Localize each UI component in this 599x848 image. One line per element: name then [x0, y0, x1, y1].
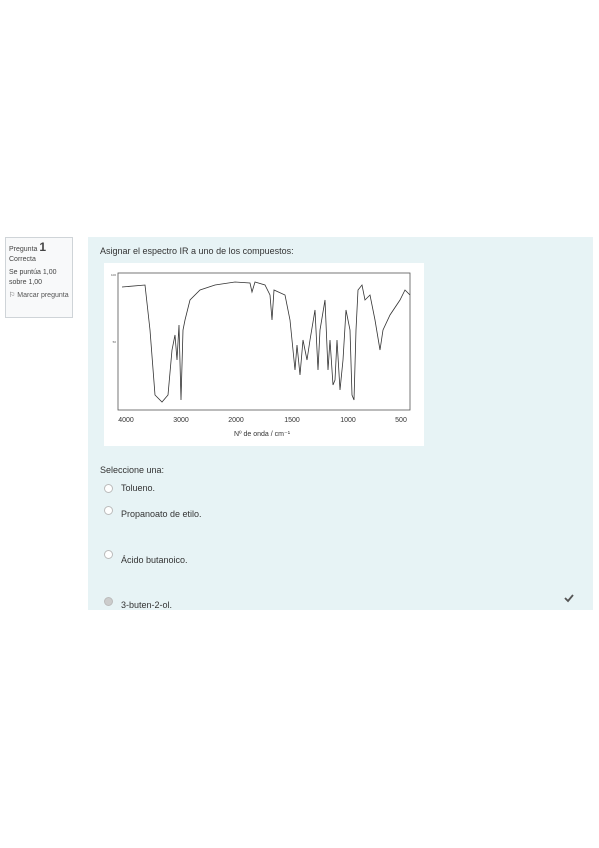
- y-tick-label: 50: [113, 340, 117, 344]
- image-bg: [104, 263, 424, 446]
- spectrum-curve: [121, 281, 411, 403]
- x-tick-label: 500: [395, 417, 407, 424]
- x-axis-label: Nº de onda / cm⁻¹: [234, 431, 291, 438]
- radio[interactable]: [104, 550, 113, 559]
- question-number: 1: [39, 240, 47, 254]
- option-label: Propanoato de etilo.: [121, 509, 202, 519]
- question-info: Pregunta 1 Correcta Se puntúa 1,00 sobre…: [5, 237, 73, 318]
- y-tick-label: 100: [111, 273, 116, 277]
- radio[interactable]: [104, 484, 113, 493]
- x-tick-label: 3000: [173, 417, 189, 424]
- radio[interactable]: [104, 506, 113, 515]
- option-label: Ácido butanoico.: [121, 555, 188, 565]
- question-text: Asignar el espectro IR a uno de los comp…: [100, 246, 294, 256]
- plot-frame: [117, 272, 411, 411]
- question-state: Correcta: [9, 256, 36, 263]
- x-tick-label: 1000: [340, 417, 356, 424]
- option-label: 3-buten-2-ol.: [121, 600, 173, 610]
- question-label: Pregunta: [9, 246, 38, 253]
- flag-label: Marcar pregunta: [17, 292, 69, 299]
- option-label: Tolueno.: [121, 483, 156, 493]
- question-grade: Se puntúa 1,00 sobre 1,00: [9, 269, 57, 286]
- correct-check: [564, 594, 574, 603]
- prompt: Seleccione una:: [100, 465, 165, 475]
- x-tick-label: 1500: [284, 417, 300, 424]
- flag-question[interactable]: ⚐ Marcar pregunta: [9, 292, 69, 299]
- radio-selected[interactable]: [104, 597, 113, 606]
- x-tick-label: 2000: [228, 417, 244, 424]
- x-tick-label: 4000: [118, 417, 134, 424]
